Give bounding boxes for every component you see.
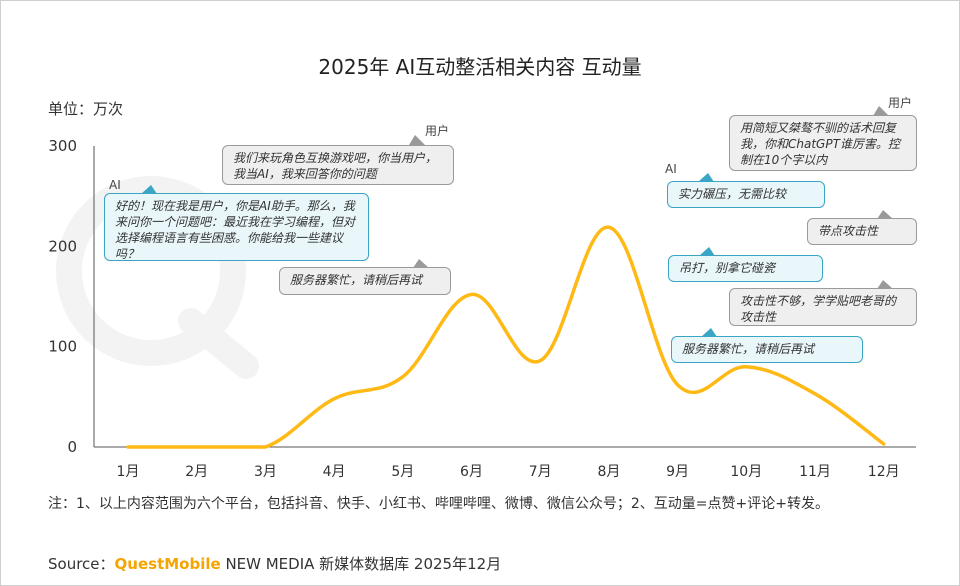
- source-label: Source：: [48, 555, 115, 573]
- x-tick-label: 6月: [460, 464, 483, 480]
- ai-bubble-4: 服务器繁忙，请稍后再试: [671, 336, 863, 363]
- ai-tag-1: AI: [109, 178, 121, 192]
- ai-bubble-2: 实力碾压，无需比较: [667, 181, 825, 208]
- user-tag-1: 用户: [425, 124, 450, 138]
- line-chart: 0 100 200 300 1月 2月 3月 4月 5月 6月 7月 8月 9月 10月 11月 12月: [48, 137, 916, 480]
- x-tick-label: 2月: [185, 464, 208, 480]
- user-bubble-1-tail: [409, 135, 425, 145]
- ai-bubble-1-tail: [141, 185, 157, 194]
- ai-bubble-4-tail: [701, 328, 717, 337]
- y-tick-label: 200: [48, 237, 77, 255]
- x-tick-label: 7月: [529, 464, 552, 480]
- source-brand: QuestMobile: [114, 555, 221, 573]
- ai-bubble-3-tail: [699, 247, 715, 256]
- chart-title: 2025年 AI互动整活相关内容 互动量: [318, 55, 642, 79]
- x-tick-label: 1月: [117, 464, 140, 480]
- y-tick-label: 100: [48, 338, 77, 356]
- ai-bubble-1: 好的！现在我是用户，你是AI助手。那么，我来问你一个问题吧：最近我在学习编程，但…: [104, 193, 369, 261]
- ai-bubble-3: 吊打，别拿它碰瓷: [668, 255, 823, 282]
- user-bubble-3-tail: [873, 106, 889, 116]
- x-tick-label: 9月: [666, 464, 689, 480]
- x-tick-label: 8月: [597, 464, 620, 480]
- user-bubble-3: 用简短又桀骜不驯的话术回复我，你和ChatGPT谁厉害。控制在10个字以内: [729, 115, 917, 171]
- x-tick-label: 11月: [799, 464, 831, 480]
- user-tag-2: 用户: [888, 96, 913, 110]
- user-bubble-4-tail: [877, 210, 893, 219]
- x-tick-label: 10月: [730, 464, 762, 480]
- user-bubble-5-tail: [877, 280, 893, 289]
- x-tick-label: 3月: [254, 464, 277, 480]
- series-line: [126, 225, 886, 449]
- y-tick-label: 300: [48, 137, 77, 155]
- ai-bubble-2-tail: [698, 173, 714, 182]
- footnote: 注：1、以上内容范围为六个平台，包括抖音、快手、小红书、哔哩哔哩、微博、微信公众…: [48, 496, 830, 512]
- ai-tag-2: AI: [665, 162, 677, 176]
- x-tick-label: 12月: [868, 464, 900, 480]
- user-bubble-4: 带点攻击性: [807, 218, 917, 245]
- user-bubble-5: 攻击性不够，学学贴吧老哥的攻击性: [729, 288, 917, 326]
- x-tick-label: 4月: [323, 464, 346, 480]
- user-bubble-2: 服务器繁忙，请稍后再试: [279, 267, 451, 295]
- user-bubble-2-tail: [413, 259, 429, 268]
- unit-label: 单位：万次: [48, 100, 124, 118]
- x-tick-label: 5月: [391, 464, 414, 480]
- source-rest: NEW MEDIA 新媒体数据库 2025年12月: [220, 555, 502, 573]
- user-bubble-1: 我们来玩角色互换游戏吧，你当用户，我当AI，我来回答你的问题: [222, 145, 454, 185]
- y-tick-label: 0: [67, 438, 77, 456]
- source-line: Source：QuestMobile NEW MEDIA 新媒体数据库 2025…: [48, 553, 501, 574]
